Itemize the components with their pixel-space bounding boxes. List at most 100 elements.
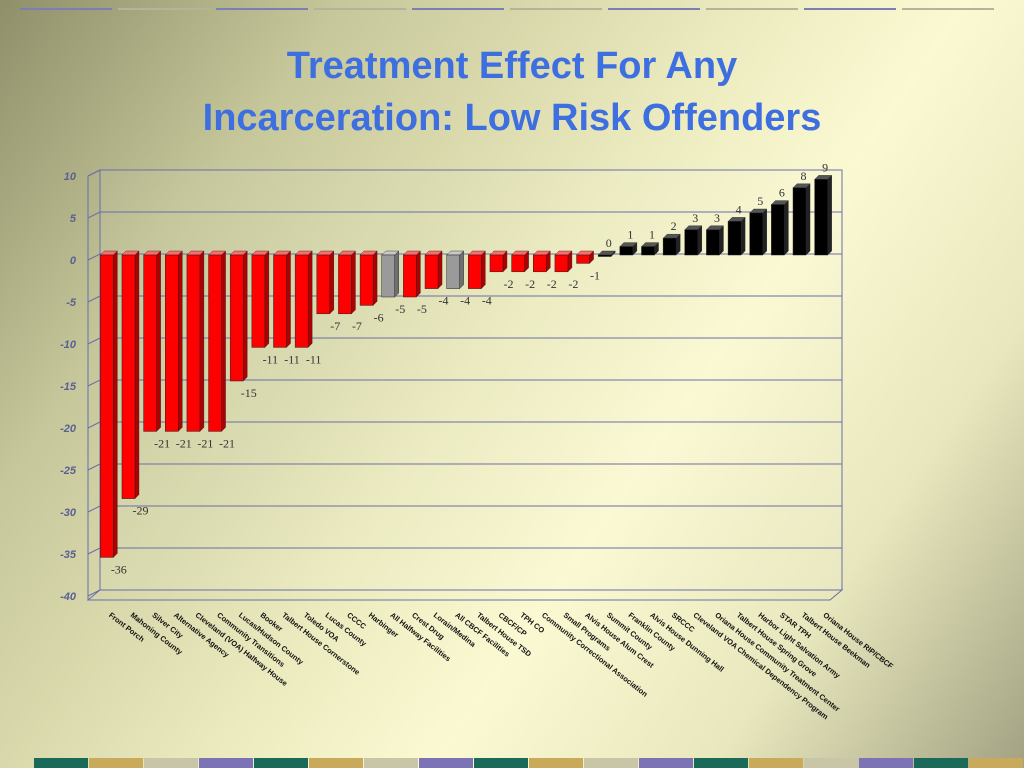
bar [273,254,287,348]
bar [554,254,569,273]
bar [619,246,634,256]
y-tick-label: -20 [60,423,77,435]
bar [533,254,547,273]
data-label: -21 [219,436,235,450]
data-label: -4 [460,294,470,308]
decorative-stripe [199,758,253,768]
bar-side [762,208,767,256]
data-label: 0 [606,236,612,250]
bar-side [481,250,486,290]
bar [229,254,244,382]
data-label: 1 [649,228,655,242]
data-label: -21 [154,436,170,450]
bar-side [740,216,746,256]
bar-side [156,250,161,432]
bottom-decorative-stripes [0,758,1024,768]
decorative-stripe [706,8,798,10]
gridline-side [87,295,101,303]
decorative-stripe [20,8,112,10]
bar [489,254,504,273]
bar-side [221,250,226,432]
decorative-stripe [608,8,700,10]
y-tick-label: -35 [60,549,77,561]
decorative-stripe [804,8,896,10]
data-label: -7 [352,319,362,333]
bar [814,179,828,256]
data-label: -2 [568,277,578,291]
bar-side [243,250,248,382]
decorative-stripe [474,758,528,768]
bar [121,254,136,499]
bar-side [697,225,702,256]
bar-side [416,250,421,298]
bar-side [805,183,811,256]
data-label: -11 [263,352,279,366]
decorative-stripe [364,758,418,768]
bar-side [351,250,356,315]
gridline-side [87,589,101,597]
decorative-stripe [694,758,748,768]
decorative-stripe [89,758,143,768]
data-label: -36 [111,562,127,576]
gridline-side [87,169,101,177]
decorative-stripe [749,758,803,768]
bar-side [372,250,378,306]
bar-side [784,200,789,256]
decorative-stripe [118,8,210,10]
bar [294,254,309,348]
bar [771,204,785,256]
y-tick-label: 0 [70,255,77,267]
bar-side [827,174,832,256]
gridline-side [87,211,101,219]
chart-title-line-1: Treatment Effect For Any [286,45,738,87]
y-tick-label: -5 [66,297,77,309]
data-label: 1 [627,228,633,242]
decorative-stripe [529,758,583,768]
y-tick-label: -15 [60,381,77,393]
decorative-stripe [412,8,504,10]
y-tick-label: -10 [60,339,77,351]
data-label: -11 [284,352,300,366]
bar [684,229,699,256]
decorative-stripe [584,758,638,768]
bar [143,254,157,432]
bar [251,254,266,348]
bar [468,254,482,289]
top-decorative-stripes [0,0,1024,12]
y-tick-label: 10 [64,171,77,183]
data-label: -2 [525,277,535,291]
decorative-stripe [254,758,308,768]
data-label: 3 [714,211,720,225]
y-tick-label: -40 [60,591,77,603]
data-label: -5 [417,302,427,316]
bar-side [199,250,205,432]
decorative-stripe [902,8,994,10]
data-label: 6 [779,186,785,200]
bar [727,221,742,256]
gridline-side [87,463,101,471]
data-label: 4 [736,202,742,216]
bar-side [307,250,313,348]
decorative-stripe [510,8,602,10]
decorative-stripe [216,8,308,10]
bar-side [329,250,334,315]
decorative-stripe [309,758,363,768]
gridline-side [87,337,101,345]
decorative-stripe [34,758,88,768]
decorative-stripe [969,758,1023,768]
bar-side [459,250,464,290]
bar [749,212,763,256]
bar [316,254,331,315]
y-tick-label: 5 [70,213,77,225]
decorative-stripe [419,758,473,768]
gridline-side [87,505,101,513]
data-label: -21 [176,436,192,450]
y-tick-label: -30 [60,507,77,519]
bar [338,254,352,315]
bar [208,254,222,432]
decorative-stripe [914,758,968,768]
data-label: -7 [330,319,340,333]
bar [359,254,374,306]
bar [597,254,612,257]
